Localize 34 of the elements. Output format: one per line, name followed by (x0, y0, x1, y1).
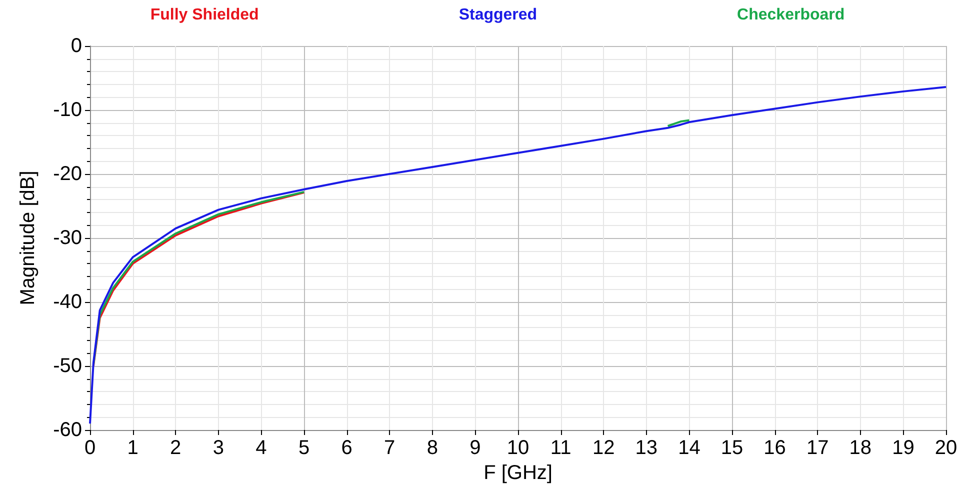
x-tick-label: 2 (170, 437, 182, 459)
x-tick-label: 14 (678, 437, 700, 459)
x-tick-label: 17 (806, 437, 829, 459)
x-tick-label: 1 (127, 437, 138, 459)
x-tick-label: 18 (849, 437, 872, 459)
x-tick-label: 10 (506, 437, 530, 459)
x-tick-label: 11 (550, 437, 572, 459)
x-tick-label: 15 (720, 437, 744, 459)
x-tick-label: 19 (892, 437, 914, 459)
x-tick-label: 6 (341, 437, 352, 459)
y-tick-label: -60 (53, 419, 82, 441)
y-axis-title: Magnitude [dB] (17, 170, 39, 306)
x-tick-label: 20 (934, 437, 958, 459)
x-tick-label: 3 (212, 437, 224, 459)
y-tick-label: -20 (53, 163, 82, 185)
y-tick-label: -50 (53, 355, 82, 377)
y-tick-label: -10 (53, 99, 82, 121)
y-tick-label: -30 (53, 227, 82, 249)
x-tick-label: 13 (635, 437, 658, 459)
text: Checkerboard (737, 6, 845, 24)
y-tick-label: 0 (70, 35, 82, 57)
x-axis-title: F [GHz] (484, 462, 552, 484)
line-series (89, 86, 947, 425)
x-tick-label: 12 (592, 437, 615, 459)
x-tick-label: 8 (426, 437, 438, 459)
x-tick-label: 0 (84, 437, 96, 459)
x-tick-label: 5 (298, 437, 310, 459)
x-tick-label: 4 (256, 437, 267, 459)
x-tick-label: 16 (764, 437, 786, 459)
x-tick-label: 7 (384, 437, 396, 459)
text: Fully Shielded (150, 6, 259, 24)
text: Staggered (458, 6, 538, 24)
x-tick-label: 9 (470, 437, 481, 459)
y-tick-label: -40 (53, 291, 82, 313)
